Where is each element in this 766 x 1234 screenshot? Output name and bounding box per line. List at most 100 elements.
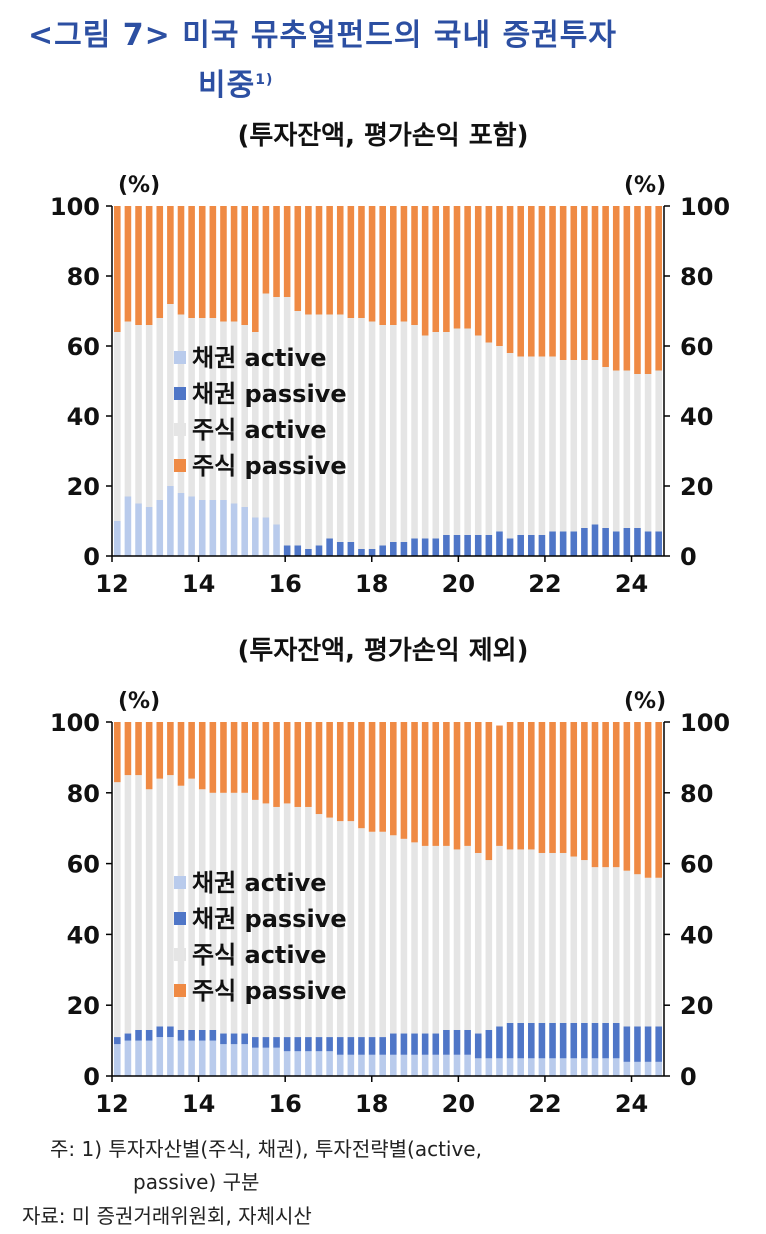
chart1-bar-주식-passive-40	[538, 206, 546, 357]
chart1-bar-채권-active-9	[209, 500, 217, 556]
chart2-bar-채권-active-15	[273, 1047, 280, 1076]
chart2-bar-주식-active-5	[167, 775, 174, 1027]
chart2-bar-주식-active-40	[538, 852, 546, 1023]
chart1-bar-주식-active-17	[294, 311, 302, 546]
chart2-bar-주식-passive-47	[612, 722, 620, 868]
chart2-bar-주식-passive-1	[124, 722, 132, 776]
chart1-bar-채권-passive-48	[623, 528, 631, 556]
chart2-bar-주식-passive-11	[230, 722, 238, 793]
chart1-ytick-label-right-5: 100	[680, 193, 730, 221]
chart1-bar-주식-passive-39	[528, 206, 535, 357]
chart1-bar-채권-active-3	[145, 507, 153, 556]
chart2-bar-주식-passive-49	[634, 722, 641, 875]
figure-title-line2: 비중	[198, 68, 256, 103]
chart2-bar-주식-passive-3	[145, 722, 153, 790]
chart2-bar-채권-active-11	[230, 1044, 238, 1076]
chart1-ytick-label-right-4: 80	[680, 263, 713, 291]
chart1-bar-주식-passive-1	[124, 206, 132, 322]
chart2-ytick-label-right-5: 100	[680, 709, 730, 737]
chart2-bar-채권-passive-42	[559, 1022, 567, 1059]
chart1-bar-주식-active-8	[198, 318, 206, 500]
chart2-bar-주식-active-42	[559, 852, 567, 1023]
note-line2: passive) 구분	[133, 1170, 260, 1194]
chart2-ytick-label-left-2: 40	[67, 921, 100, 949]
chart1-ytick-label-right-0: 0	[680, 543, 697, 571]
chart1-bar-주식-active-2	[135, 325, 142, 504]
chart1-bar-채권-passive-35	[485, 535, 493, 556]
chart1-bar-주식-passive-35	[485, 206, 493, 343]
chart1-bar-채권-passive-28	[411, 538, 418, 556]
chart2-bar-주식-active-35	[485, 860, 493, 1030]
chart2-legend-label-1: 채권 passive	[192, 905, 347, 933]
chart1-bar-주식-active-23	[358, 318, 365, 549]
chart2-bar-주식-passive-23	[358, 722, 365, 829]
chart2-bar-주식-active-20	[326, 817, 333, 1038]
chart2-bar-채권-active-43	[570, 1058, 578, 1076]
chart2-legend-swatch-3	[174, 984, 186, 997]
chart1-bar-주식-active-24	[368, 321, 376, 549]
chart1-bar-채권-passive-22	[347, 542, 355, 556]
chart2-xtick-label-2: 16	[268, 1090, 301, 1118]
chart2-bar-주식-passive-36	[496, 725, 503, 846]
chart2-bar-채권-active-48	[623, 1061, 631, 1076]
chart1-bar-채권-passive-25	[379, 545, 386, 556]
chart2-bar-채권-active-27	[400, 1054, 408, 1076]
chart2-bar-주식-active-28	[411, 842, 418, 1034]
chart2-bar-채권-active-12	[241, 1044, 248, 1076]
chart2-bar-주식-passive-34	[474, 722, 482, 853]
chart2-bar-채권-passive-44	[581, 1022, 588, 1059]
chart2-ytick-label-left-3: 60	[67, 851, 100, 879]
chart2-bar-주식-passive-16	[283, 722, 291, 804]
chart2-bar-채권-active-13	[252, 1047, 259, 1076]
figure-title: <그림 7> 미국 뮤추얼펀드의 국내 증권투자 비중1)	[28, 14, 758, 108]
chart1-bar-주식-active-29	[421, 335, 429, 539]
chart2-bar-주식-active-39	[528, 849, 535, 1023]
chart1-bar-주식-passive-18	[305, 206, 312, 315]
chart1-legend-swatch-0	[174, 351, 186, 364]
chart2-bar-주식-active-44	[581, 860, 588, 1023]
chart2-bar-채권-passive-39	[528, 1022, 535, 1059]
chart1-bar-채권-passive-50	[644, 531, 652, 556]
chart2-bar-채권-active-42	[559, 1058, 567, 1076]
chart2-bar-채권-passive-51	[655, 1026, 662, 1062]
chart1-bar-주식-active-1	[124, 321, 132, 497]
chart1-bar-채권-passive-27	[400, 542, 408, 556]
chart2-bar-채권-active-46	[602, 1058, 609, 1076]
chart2-ytick-label-right-3: 60	[680, 851, 713, 879]
chart1-bar-주식-passive-33	[464, 206, 471, 329]
chart1-bar-주식-passive-0	[114, 206, 121, 332]
chart2-bar-주식-passive-2	[135, 722, 142, 776]
chart1-bar-주식-passive-48	[623, 206, 631, 371]
chart2-bar-주식-active-50	[644, 877, 652, 1027]
chart1-bar-주식-passive-17	[294, 206, 302, 311]
chart2-bar-채권-active-41	[549, 1058, 556, 1076]
chart2-bar-주식-active-13	[252, 799, 259, 1038]
chart2-bar-주식-passive-15	[273, 722, 280, 807]
chart2-bar-채권-passive-41	[549, 1022, 556, 1059]
chart2-bar-채권-passive-24	[368, 1037, 376, 1055]
chart2-bar-채권-active-38	[517, 1058, 524, 1076]
chart2-bar-채권-active-6	[177, 1040, 185, 1076]
chart1-xtick-label-4: 20	[442, 570, 475, 598]
chart1-bar-채권-passive-31	[443, 535, 450, 556]
chart1-legend-label-1: 채권 passive	[192, 380, 347, 408]
chart2-bar-채권-active-5	[167, 1037, 174, 1076]
chart2-bar-채권-active-17	[294, 1051, 302, 1076]
chart1-bar-주식-active-4	[156, 318, 164, 500]
chart2-bar-채권-active-26	[390, 1054, 397, 1076]
chart1-bar-채권-passive-45	[591, 524, 599, 556]
chart1-bar-주식-active-37	[506, 353, 514, 539]
chart2-bar-채권-active-28	[411, 1054, 418, 1076]
chart1-bar-채권-active-2	[135, 503, 142, 556]
chart1-bar-주식-passive-3	[145, 206, 153, 325]
chart2-bar-채권-active-37	[506, 1058, 514, 1076]
chart2-ytick-label-left-1: 20	[67, 992, 100, 1020]
chart1-bar-채권-active-12	[241, 507, 248, 556]
chart1-bar-주식-passive-16	[283, 206, 291, 297]
chart2-bar-주식-passive-6	[177, 722, 185, 786]
chart2-bar-주식-passive-12	[241, 722, 248, 793]
chart1-xtick-label-5: 22	[528, 570, 561, 598]
chart2-ytick-label-right-0: 0	[680, 1063, 697, 1091]
chart2-bar-주식-active-48	[623, 870, 631, 1027]
chart1-ytick-label-right-3: 60	[680, 333, 713, 361]
